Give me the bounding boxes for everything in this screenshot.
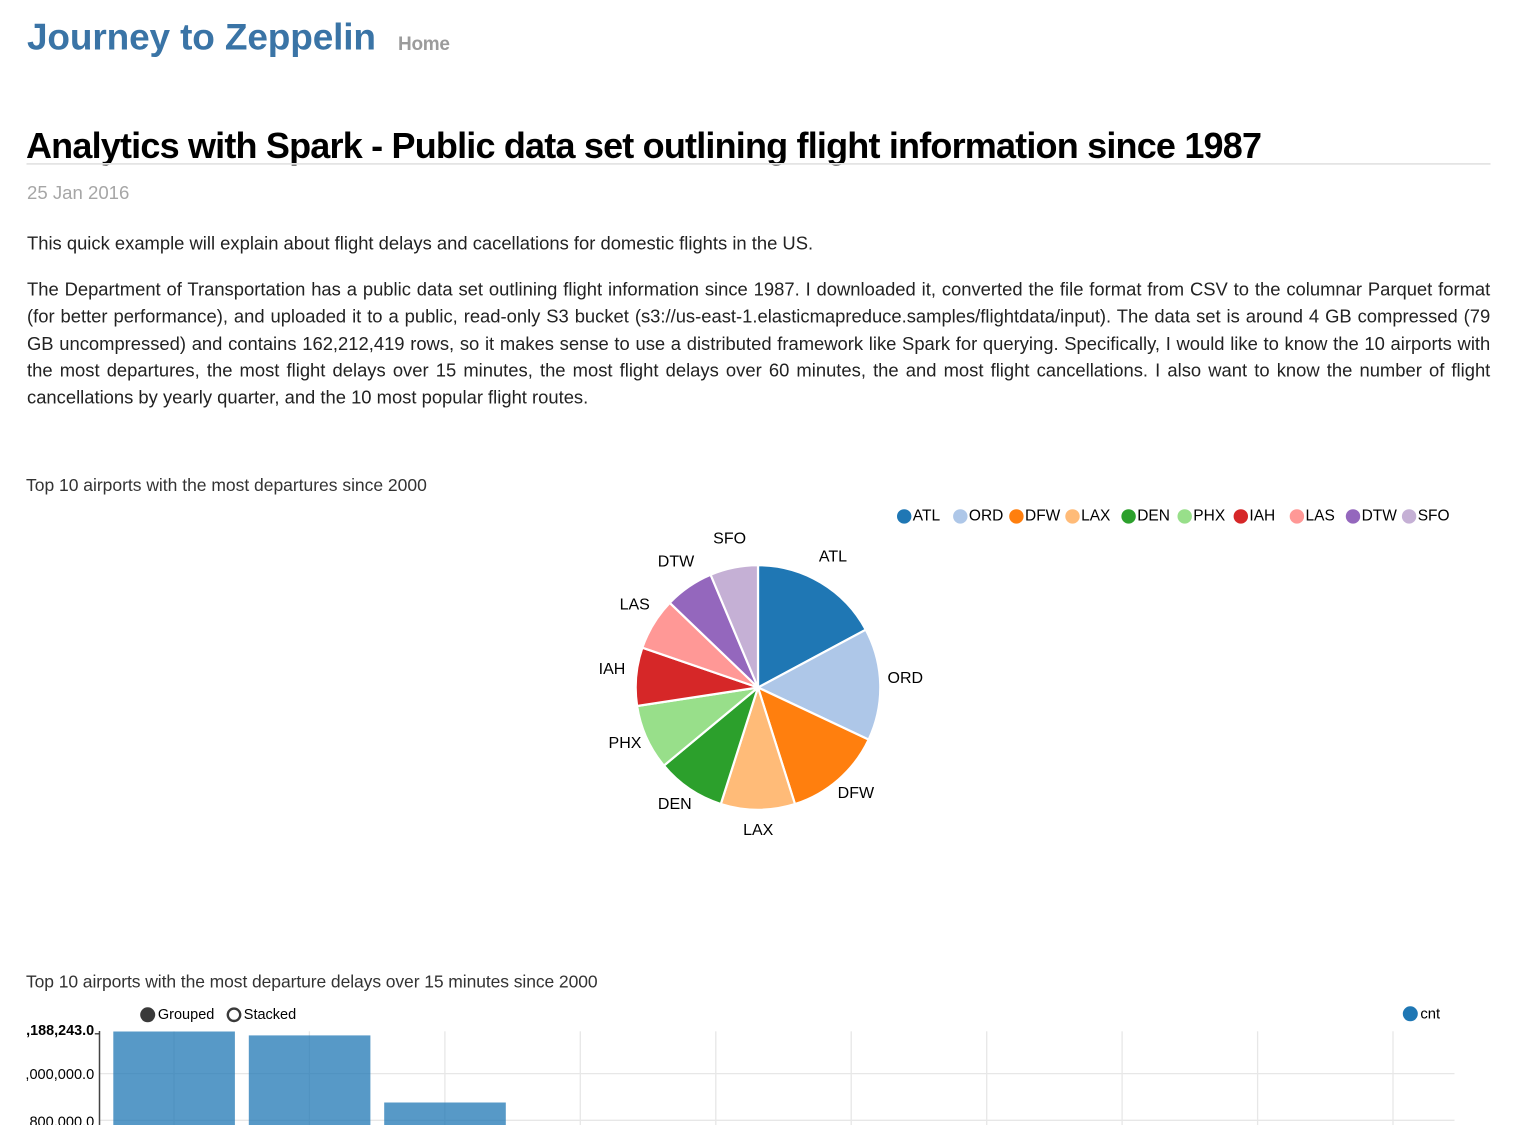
svg-text:,188,243.0: ,188,243.0 (26, 1023, 94, 1039)
svg-text:SFO: SFO (1418, 507, 1450, 524)
svg-text:,000,000.0: ,000,000.0 (25, 1067, 94, 1083)
svg-text:The Department of Transportati: The Department of Transportation has a p… (27, 279, 1490, 300)
svg-text:ORD: ORD (888, 670, 924, 687)
svg-text:800,000.0: 800,000.0 (29, 1114, 94, 1125)
svg-text:Grouped: Grouped (158, 1007, 214, 1023)
svg-text:LAX: LAX (1081, 507, 1111, 524)
svg-text:DFW: DFW (1025, 507, 1061, 524)
svg-text:DTW: DTW (1362, 507, 1398, 524)
svg-text:This quick example will explai: This quick example will explain about fl… (27, 233, 813, 254)
svg-text:DTW: DTW (658, 553, 695, 570)
svg-text:DFW: DFW (838, 785, 875, 802)
svg-text:GB uncompressed) and contains: GB uncompressed) and contains 162,212,41… (27, 333, 1490, 354)
svg-text:LAS: LAS (1306, 507, 1335, 524)
svg-text:SFO: SFO (713, 530, 746, 547)
svg-text:25 Jan 2016: 25 Jan 2016 (27, 182, 129, 203)
svg-text:Top 10 airports with the most: Top 10 airports with the most departure … (26, 971, 598, 991)
svg-text:PHX: PHX (609, 735, 642, 752)
svg-text:PHX: PHX (1193, 507, 1226, 524)
svg-text:Top 10 airports with the most: Top 10 airports with the most departures… (26, 475, 427, 495)
svg-text:LAS: LAS (620, 596, 650, 613)
svg-text:ORD: ORD (969, 507, 1003, 524)
svg-text:(for better performance), and: (for better performance), and uploaded i… (27, 306, 1490, 327)
svg-text:IAH: IAH (599, 661, 626, 678)
svg-text:Home: Home (398, 34, 450, 55)
svg-text:Stacked: Stacked (244, 1007, 296, 1023)
svg-text:DEN: DEN (1137, 507, 1170, 524)
svg-text:ATL: ATL (819, 548, 847, 565)
svg-text:cancellations by yearly quarte: cancellations by yearly quarter, and the… (27, 387, 588, 408)
svg-text:ATL: ATL (913, 507, 941, 524)
svg-text:the most departures, the most: the most departures, the most flight del… (27, 360, 1490, 381)
svg-text:Analytics with Spark - Public: Analytics with Spark - Public data set o… (26, 125, 1262, 166)
svg-text:cnt: cnt (1420, 1006, 1440, 1022)
svg-text:Journey to Zeppelin: Journey to Zeppelin (27, 16, 376, 57)
svg-text:DEN: DEN (658, 796, 692, 813)
svg-text:IAH: IAH (1249, 507, 1275, 524)
svg-text:LAX: LAX (743, 822, 774, 839)
